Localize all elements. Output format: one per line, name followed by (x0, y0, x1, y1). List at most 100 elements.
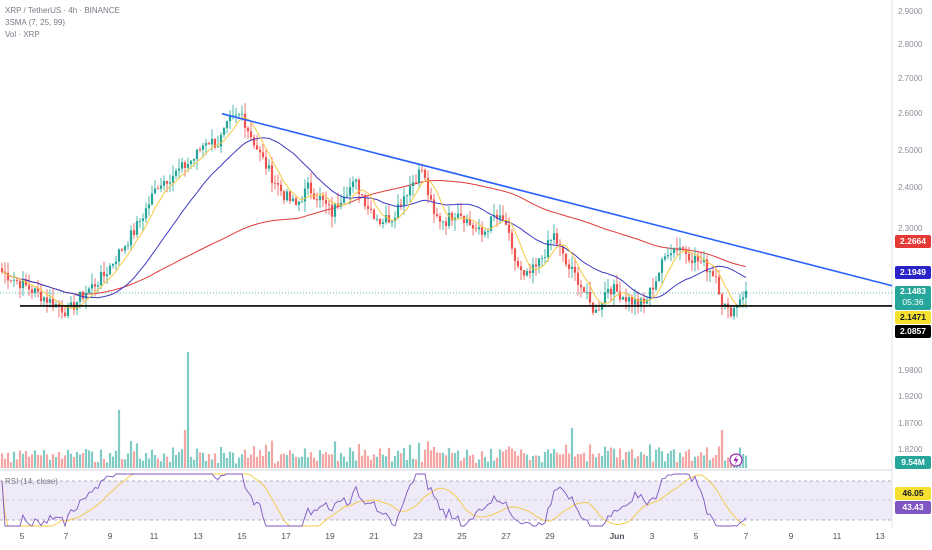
volume-bar (315, 460, 319, 468)
x-tick-label: 19 (325, 531, 335, 541)
candle-body (702, 259, 706, 262)
candle-body (423, 169, 427, 179)
candle-body (456, 213, 460, 218)
volume-bar (192, 459, 196, 468)
candle-body (225, 121, 229, 129)
volume-bar (522, 453, 526, 468)
volume-bar (237, 457, 241, 468)
candle-body (429, 195, 433, 200)
volume-bar (630, 449, 634, 468)
volume-bar (525, 454, 529, 468)
volume-bar (573, 456, 577, 468)
volume-bar (495, 457, 499, 468)
candle-body (204, 143, 208, 146)
candle-body (501, 215, 505, 221)
candle-body (111, 263, 115, 266)
volume-bar (264, 444, 268, 468)
x-tick-label: 5 (693, 531, 699, 541)
volume-bar (438, 452, 442, 468)
candle-body (9, 280, 13, 282)
volume-bar (207, 454, 211, 468)
volume-bar (534, 455, 538, 468)
candle-body (48, 298, 52, 303)
candle-body (276, 183, 280, 185)
volume-bar (660, 451, 664, 468)
volume-bar (111, 456, 115, 468)
volume-bar (222, 452, 226, 468)
candle-body (51, 298, 55, 308)
bar-countdown: 05:36 (902, 297, 924, 307)
volume-badge: 9.54M (895, 456, 931, 469)
candle-body (696, 255, 700, 262)
candle-body (459, 213, 463, 216)
candle-body (84, 292, 88, 299)
candle-body (735, 305, 739, 308)
rsi-ma-badge: 46.05 (895, 487, 931, 500)
volume-bar (360, 455, 364, 468)
candle-body (663, 256, 667, 260)
volume-bar (57, 451, 61, 468)
volume-bar (252, 446, 256, 468)
volume-bar (336, 460, 340, 468)
candle-body (693, 255, 697, 263)
symbol-legend: XRP / TetherUS · 4h · BINANCE (5, 6, 120, 15)
candle-body (450, 212, 454, 221)
candle-body (282, 191, 286, 201)
candle-body (468, 219, 472, 225)
volume-bar (201, 452, 205, 468)
candle-body (165, 180, 169, 184)
volume-bar (423, 449, 427, 468)
volume-bar (720, 430, 724, 468)
volume-bar (687, 449, 691, 468)
candle-body (6, 272, 10, 281)
volume-bar (420, 461, 424, 468)
volume-bar (51, 454, 55, 468)
volume-bar (402, 447, 406, 468)
candle-body (201, 145, 205, 150)
candle-body (303, 188, 307, 202)
volume-bar (75, 452, 79, 468)
volume-bar (357, 444, 361, 468)
volume-bar (339, 452, 343, 468)
volume-bar (600, 455, 604, 468)
volume-bar (354, 460, 358, 468)
candle-body (132, 230, 136, 235)
candle-body (603, 292, 607, 304)
volume-bar (351, 451, 355, 468)
volume-bar (432, 446, 436, 468)
volume-bar (558, 454, 562, 468)
candle-body (63, 312, 67, 316)
candle-body (426, 178, 430, 196)
candle-body (669, 253, 673, 256)
candle-body (414, 182, 418, 184)
descending-trendline[interactable] (221, 112, 893, 287)
sma99-line-group (1, 180, 747, 295)
candle-body (567, 264, 571, 269)
candle-body (120, 249, 124, 251)
volume-bar (348, 447, 352, 468)
volume-bar (447, 447, 451, 468)
candle-body (507, 224, 511, 233)
sma25-line-group (1, 137, 747, 299)
candle-body (660, 259, 664, 273)
volume-bar (441, 452, 445, 468)
rsi-background (0, 481, 892, 520)
volume-bar (711, 457, 715, 468)
x-tick-label: 11 (832, 531, 842, 541)
candle-body (288, 191, 292, 201)
volume-bar (594, 457, 598, 468)
candle-body (579, 284, 583, 288)
x-tick-label: 25 (457, 531, 467, 541)
volume-bar (189, 456, 193, 468)
candle-body (246, 127, 250, 132)
volume-bar (435, 452, 439, 468)
volume-bar (6, 452, 10, 468)
candle-body (561, 246, 565, 254)
candle-body (534, 264, 538, 267)
volume-bar (33, 450, 37, 468)
volume-bar (285, 455, 289, 468)
volume-bar (444, 455, 448, 468)
volume-bar (399, 453, 403, 468)
